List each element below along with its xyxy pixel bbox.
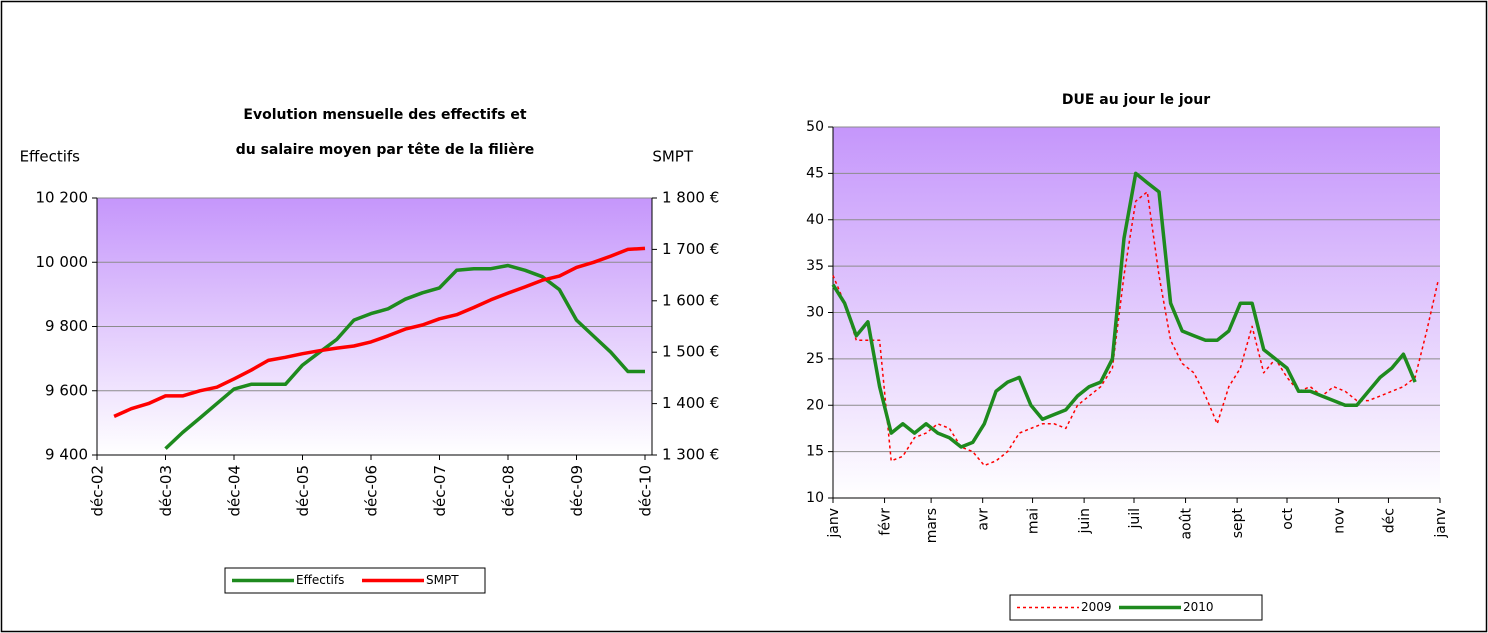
x-tick-label: déc bbox=[1381, 508, 1397, 533]
legend-label: SMPT bbox=[426, 573, 459, 587]
x-tick-label: déc-03 bbox=[157, 465, 175, 517]
y-tick-label: 45 bbox=[806, 165, 824, 181]
x-tick-label: oct bbox=[1280, 508, 1296, 530]
y-tick-label: 9 800 bbox=[45, 317, 88, 335]
x-tick-label: mars bbox=[924, 508, 940, 543]
x-tick-label: déc-08 bbox=[500, 465, 518, 517]
legend-label: Effectifs bbox=[296, 573, 344, 587]
y-tick-label: 9 600 bbox=[45, 381, 88, 399]
x-tick-label: août bbox=[1179, 507, 1195, 539]
legend-label: 2010 bbox=[1183, 600, 1214, 614]
legend-label: 2009 bbox=[1081, 600, 1112, 614]
x-tick-label: déc-06 bbox=[363, 465, 381, 517]
x-tick-label: janv bbox=[1433, 508, 1449, 539]
y-tick-label: 9 400 bbox=[45, 446, 88, 464]
data-line bbox=[831, 171, 1417, 449]
chart-title: DUE au jour le jour bbox=[1062, 92, 1210, 108]
x-tick-label: mai bbox=[1026, 508, 1042, 534]
data-line bbox=[113, 246, 646, 418]
data-line bbox=[164, 263, 645, 450]
y-axis-label: Effectifs bbox=[20, 148, 81, 166]
chart-title: du salaire moyen par tête de la filière bbox=[236, 142, 535, 158]
y-tick-label: 15 bbox=[806, 444, 824, 460]
y-tick-label: 50 bbox=[806, 119, 824, 135]
y-tick-label: 35 bbox=[806, 258, 824, 274]
y2-tick-label: 1 600 € bbox=[662, 291, 719, 309]
x-tick-label: déc-05 bbox=[294, 465, 312, 517]
x-tick-label: févr bbox=[878, 508, 894, 536]
x-tick-label: sept bbox=[1230, 508, 1246, 539]
y-tick-label: 10 200 bbox=[36, 189, 89, 207]
x-tick-label: déc-09 bbox=[568, 465, 586, 517]
y2-tick-label: 1 500 € bbox=[662, 343, 719, 361]
chart-title: Evolution mensuelle des effectifs et bbox=[243, 107, 526, 123]
y-tick-label: 10 bbox=[806, 490, 824, 506]
y2-tick-label: 1 700 € bbox=[662, 240, 719, 258]
x-tick-label: déc-02 bbox=[89, 465, 107, 517]
y-tick-label: 25 bbox=[806, 351, 824, 367]
y-tick-label: 40 bbox=[806, 212, 824, 228]
x-tick-label: déc-07 bbox=[431, 465, 449, 517]
x-tick-label: janv bbox=[826, 508, 842, 539]
y2-axis-label: SMPT bbox=[652, 148, 694, 166]
y2-tick-label: 1 800 € bbox=[662, 189, 719, 207]
y-tick-label: 10 000 bbox=[36, 253, 89, 271]
x-tick-label: juin bbox=[1077, 508, 1093, 535]
y2-tick-label: 1 300 € bbox=[662, 446, 719, 464]
x-tick-label: déc-10 bbox=[637, 465, 655, 517]
x-tick-label: nov bbox=[1332, 508, 1348, 534]
x-tick-label: juil bbox=[1127, 508, 1143, 530]
x-tick-label: avr bbox=[976, 508, 992, 531]
y-tick-label: 20 bbox=[806, 397, 824, 413]
y-tick-label: 30 bbox=[806, 305, 824, 321]
x-tick-label: déc-04 bbox=[226, 465, 244, 517]
data-line bbox=[832, 191, 1440, 467]
y2-tick-label: 1 400 € bbox=[662, 394, 719, 412]
